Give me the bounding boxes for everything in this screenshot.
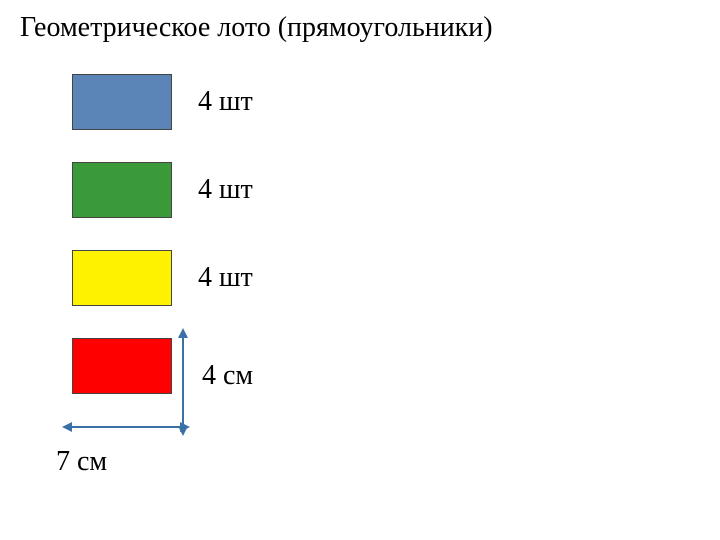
rect-blue-label: 4 шт: [198, 86, 253, 118]
rect-blue: [72, 74, 172, 130]
rect-yellow-label: 4 шт: [198, 262, 253, 294]
page-title: Геометрическое лото (прямоугольники): [20, 12, 708, 44]
rect-red: [72, 338, 172, 394]
rect-green-label: 4 шт: [198, 174, 253, 206]
height-arrow-icon: [182, 336, 184, 428]
rect-row-yellow: 4 шт: [72, 250, 708, 306]
rect-row-blue: 4 шт: [72, 74, 708, 130]
width-label: 7 см: [56, 446, 107, 478]
width-arrow-icon: [70, 426, 182, 428]
height-label: 4 см: [202, 360, 253, 392]
rect-yellow: [72, 250, 172, 306]
rect-row-green: 4 шт: [72, 162, 708, 218]
dimension-block: 4 см 7 см: [72, 338, 312, 478]
rect-green: [72, 162, 172, 218]
